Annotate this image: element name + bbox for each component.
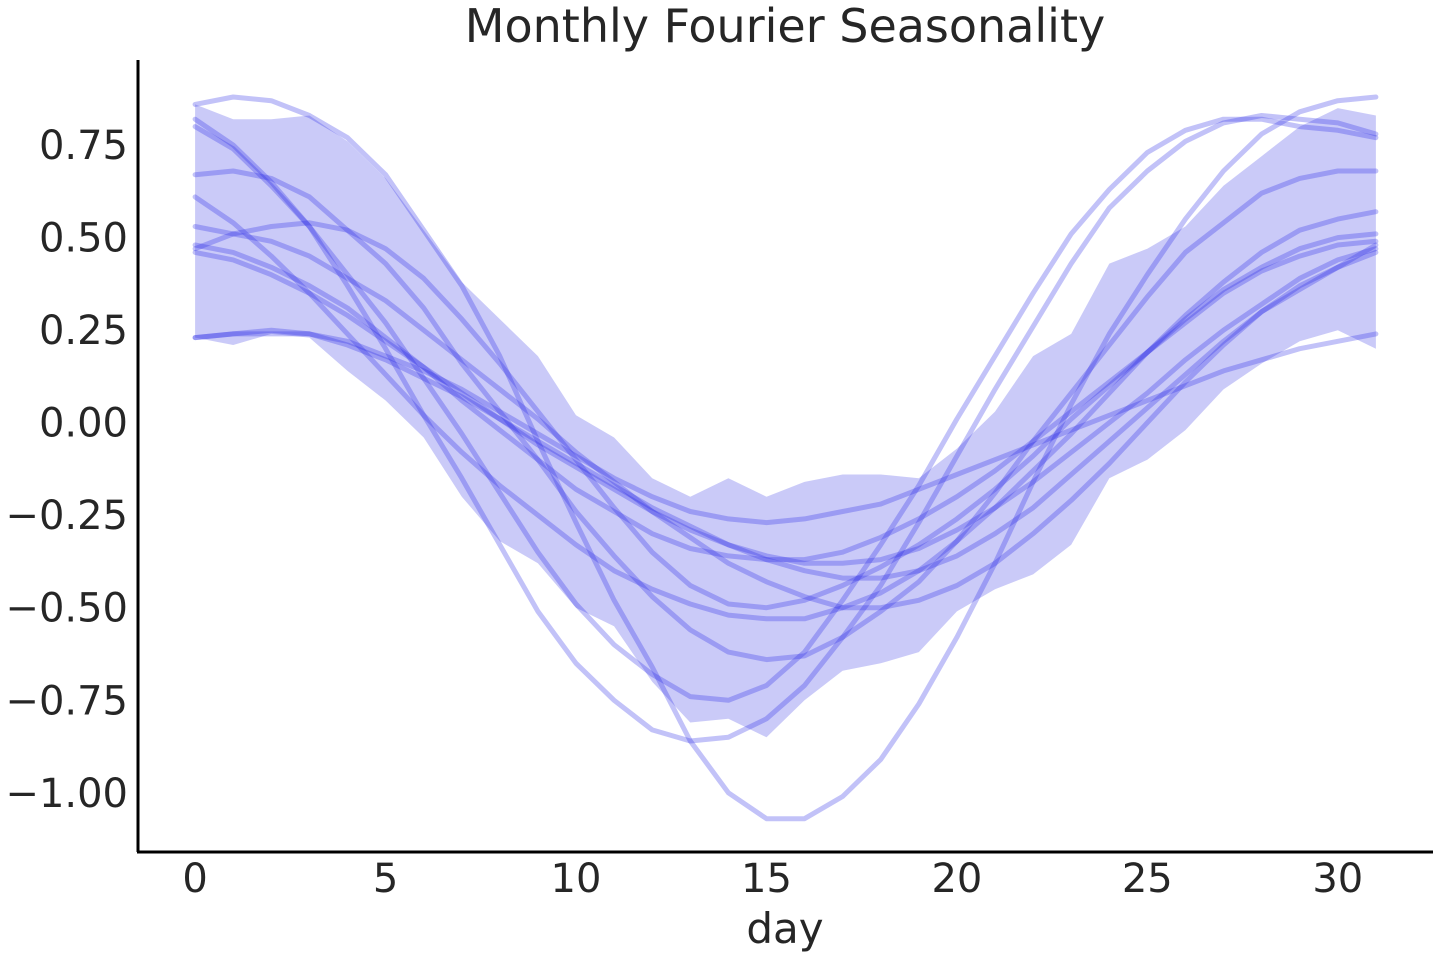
- series-line-4: [192, 168, 1379, 663]
- y-tick-label: −0.50: [5, 586, 128, 632]
- x-tick-label: 20: [931, 856, 982, 902]
- series-line-2: [192, 113, 1379, 744]
- x-tick-label: 25: [1122, 856, 1173, 902]
- x-tick-label: 15: [741, 856, 792, 902]
- series-line-5: [192, 194, 1379, 622]
- series-line-9: [192, 220, 1379, 611]
- y-tick-labels: −1.00 −0.75 −0.50 −0.25 0.00 0.25 0.50 0.75: [5, 123, 128, 817]
- y-tick-label: −0.75: [5, 678, 128, 724]
- uncertainty-band: [195, 104, 1376, 738]
- series-line-10: [192, 327, 1379, 526]
- y-tick-label: 0.50: [39, 216, 128, 262]
- series-line-3: [192, 116, 1379, 703]
- series-line-1: [192, 94, 1379, 822]
- band-layer: [195, 104, 1376, 738]
- series-line-11: [192, 242, 1379, 581]
- y-tick-label: 0.25: [39, 308, 128, 354]
- x-tick-label: 5: [373, 856, 398, 902]
- series-line-7: [192, 238, 1379, 563]
- chart-title: Monthly Fourier Seasonality: [465, 0, 1105, 53]
- x-tick-label: 10: [551, 856, 602, 902]
- y-tick-label: −1.00: [5, 771, 128, 817]
- x-axis-title: day: [746, 904, 823, 953]
- y-tick-label: 0.75: [39, 123, 128, 169]
- x-tick-label: 30: [1312, 856, 1363, 902]
- series-layer: [192, 94, 1379, 822]
- x-tick-label: 0: [182, 856, 207, 902]
- y-tick-label: −0.25: [5, 493, 128, 539]
- y-tick-label: 0.00: [39, 401, 128, 447]
- series-line-6: [192, 224, 1379, 611]
- series-line-8: [192, 246, 1379, 566]
- x-tick-labels: 0 5 10 15 20 25 30: [182, 856, 1363, 902]
